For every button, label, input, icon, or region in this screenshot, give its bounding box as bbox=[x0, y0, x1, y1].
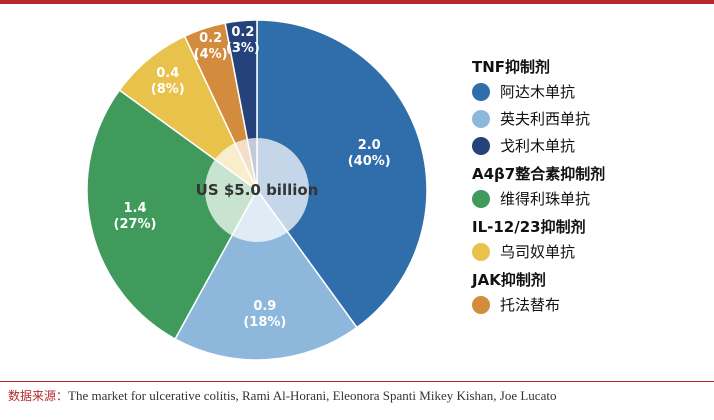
pie-slice-1 bbox=[256, 19, 428, 329]
slice-percent-label: (4%) bbox=[193, 47, 228, 63]
legend-swatch-icon bbox=[472, 109, 490, 128]
legend-label: 英夫利西单抗 bbox=[500, 110, 591, 128]
pie-chart: 2.0 (40%) 0.9 (18%) 1.4 (27%) 0.4 (8%) 0.2 (4%) 0.… bbox=[86, 19, 428, 361]
legend: TNF抑制剂阿达木单抗英夫利西单抗 戈利木单抗 A4β7整合素抑制剂维得利珠单抗 IL… bbox=[472, 52, 712, 318]
center-disc bbox=[205, 138, 309, 242]
slice-value-label: 2.0 bbox=[357, 137, 381, 153]
slice-percent-label: (8%) bbox=[150, 82, 185, 98]
center-label: US $5.0 billion bbox=[195, 181, 319, 199]
top-rule bbox=[0, 0, 714, 4]
slice-label-1: 2.0 (40%) bbox=[348, 138, 391, 170]
slice-percent-label: (18%) bbox=[243, 314, 287, 330]
legend-item: 乌司奴单抗 bbox=[472, 238, 712, 265]
source-divider bbox=[0, 381, 714, 382]
legend-item: 阿达木单抗 bbox=[472, 78, 712, 105]
slice-percent-label: (40%) bbox=[347, 153, 391, 169]
slice-label-3: 1.4 (27%) bbox=[114, 201, 157, 233]
pie-slice-3 bbox=[86, 89, 258, 340]
legend-label: 乌司奴单抗 bbox=[500, 243, 576, 261]
slice-percent-label: (27%) bbox=[113, 217, 157, 233]
legend-swatch-icon bbox=[472, 242, 490, 261]
slice-label-5: 0.2 (4%) bbox=[194, 31, 228, 63]
slice-value-label: 0.2 bbox=[199, 31, 223, 47]
legend-item: 维得利珠单抗 bbox=[472, 185, 712, 212]
legend-group-title-1: TNF抑制剂 bbox=[472, 58, 551, 76]
legend-item: 英夫利西单抗 bbox=[472, 105, 712, 132]
legend-label: 戈利木单抗 bbox=[500, 137, 576, 155]
slice-value-label: 0.9 bbox=[253, 298, 277, 314]
slice-value-label: 0.4 bbox=[156, 66, 180, 82]
slice-value-label: 1.4 bbox=[123, 201, 147, 217]
source-text: The market for ulcerative colitis, Rami … bbox=[68, 388, 557, 403]
pie-slice-2 bbox=[174, 188, 358, 361]
slice-label-6: 0.2 (3%) bbox=[226, 25, 260, 57]
legend-swatch-icon bbox=[472, 82, 490, 101]
slice-label-4: 0.4 (8%) bbox=[151, 66, 185, 98]
legend-swatch-icon bbox=[472, 136, 490, 155]
legend-swatch-icon bbox=[472, 295, 490, 314]
source-prefix: 数据来源： bbox=[8, 389, 69, 403]
legend-group-title-2: A4β7整合素抑制剂 bbox=[472, 165, 606, 183]
legend-label: 托法替布 bbox=[500, 296, 561, 314]
slice-value-label: 0.2 bbox=[231, 24, 255, 40]
legend-label: 阿达木单抗 bbox=[500, 83, 576, 101]
legend-label: 维得利珠单抗 bbox=[500, 190, 591, 208]
legend-item: 托法替布 bbox=[472, 291, 712, 318]
legend-swatch-icon bbox=[472, 189, 490, 208]
slice-label-2: 0.9 (18%) bbox=[243, 299, 286, 331]
legend-group-title-3: IL-12/23抑制剂 bbox=[472, 218, 586, 236]
source-note: 数据来源：The market for ulcerative colitis, … bbox=[8, 387, 708, 404]
legend-item: 戈利木单抗 bbox=[472, 132, 712, 159]
slice-percent-label: (3%) bbox=[225, 40, 260, 56]
legend-group-title-4: JAK抑制剂 bbox=[472, 271, 546, 289]
pie-svg bbox=[86, 19, 428, 361]
